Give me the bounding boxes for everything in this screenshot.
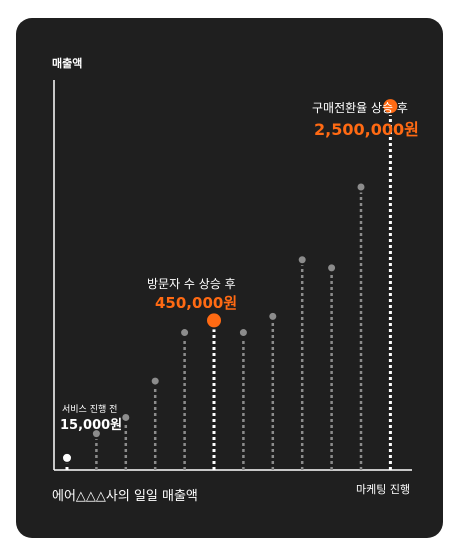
data-point-10 <box>357 183 365 191</box>
y-axis-label: 매출액 <box>52 57 83 70</box>
annotation-before-label: 서비스 진행 전 <box>62 405 118 415</box>
data-point-0 <box>63 453 71 462</box>
data-point-11 <box>383 99 398 114</box>
data-point-2 <box>122 413 130 421</box>
data-point-6 <box>239 329 247 337</box>
chart-caption: 에어△△△사의 일일 매출액 <box>52 489 198 504</box>
x-axis-label: 마케팅 진행 <box>356 483 411 496</box>
chart-card <box>16 18 443 538</box>
annotation-visitors-label: 방문자 수 상승 후 <box>147 277 236 291</box>
data-point-1 <box>92 430 100 438</box>
data-point-7 <box>269 312 277 320</box>
annotation-visitors-value: 450,000원 <box>155 294 238 312</box>
data-point-8 <box>298 256 306 264</box>
data-point-4 <box>181 329 189 337</box>
data-point-5 <box>207 313 221 328</box>
annotation-conversion-label: 구매전환율 상승 후 <box>312 101 408 115</box>
data-point-3 <box>151 377 159 385</box>
data-point-9 <box>328 264 336 272</box>
annotation-conversion-value: 2,500,000원 <box>314 120 419 139</box>
annotation-before-value: 15,000원 <box>60 418 123 433</box>
